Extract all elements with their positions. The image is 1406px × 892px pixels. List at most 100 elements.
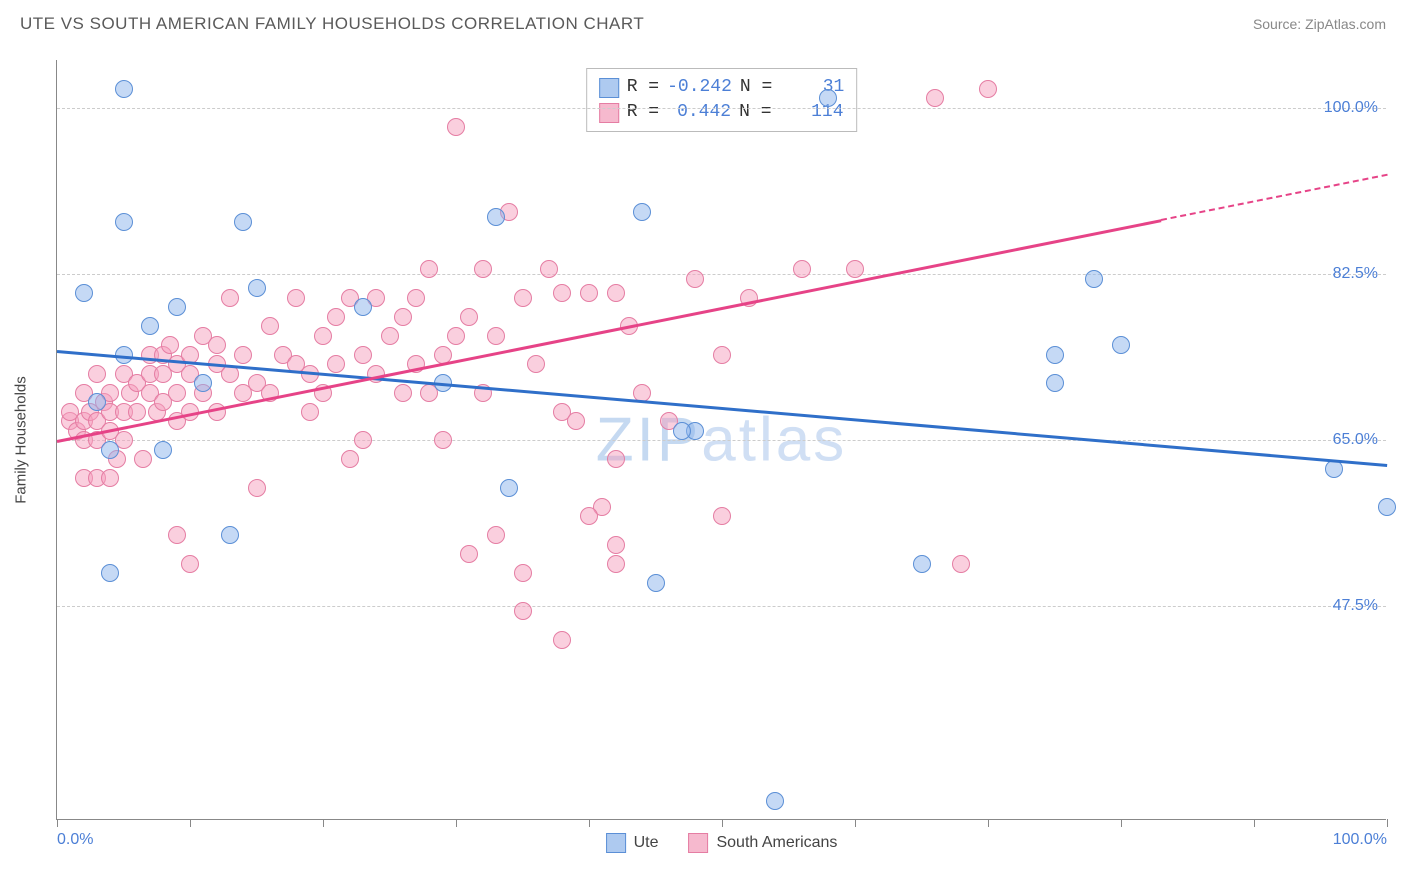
scatter-point <box>101 469 119 487</box>
series-legend-item: Ute <box>606 833 659 853</box>
scatter-point <box>766 792 784 810</box>
scatter-point <box>234 213 252 231</box>
scatter-point <box>354 346 372 364</box>
x-tick <box>1254 819 1255 827</box>
scatter-point <box>354 298 372 316</box>
scatter-point <box>713 346 731 364</box>
x-tick <box>722 819 723 827</box>
scatter-point <box>261 317 279 335</box>
x-tick-label: 100.0% <box>1333 831 1387 849</box>
scatter-point <box>580 284 598 302</box>
scatter-point <box>115 80 133 98</box>
scatter-point <box>168 384 186 402</box>
scatter-point <box>141 317 159 335</box>
y-axis-title: Family Households <box>13 376 30 504</box>
plot-area: ZIPatlas Family Households R =-0.242N =3… <box>56 60 1386 820</box>
y-tick-label: 82.5% <box>1333 265 1378 283</box>
trend-line <box>57 219 1161 443</box>
trend-line-dashed <box>1161 174 1387 221</box>
series-legend-label: South Americans <box>716 834 837 852</box>
scatter-point <box>115 213 133 231</box>
scatter-point <box>846 260 864 278</box>
gridline <box>57 440 1386 441</box>
scatter-point <box>234 346 252 364</box>
chart-header: UTE VS SOUTH AMERICAN FAMILY HOUSEHOLDS … <box>0 0 1406 44</box>
r-label: R = <box>627 75 659 100</box>
scatter-point <box>514 602 532 620</box>
scatter-point <box>88 365 106 383</box>
scatter-point <box>913 555 931 573</box>
scatter-point <box>793 260 811 278</box>
scatter-point <box>101 441 119 459</box>
n-label: N = <box>739 100 771 125</box>
scatter-point <box>248 479 266 497</box>
scatter-point <box>527 355 545 373</box>
scatter-point <box>181 555 199 573</box>
scatter-point <box>128 403 146 421</box>
scatter-point <box>540 260 558 278</box>
scatter-point <box>474 260 492 278</box>
scatter-point <box>327 355 345 373</box>
scatter-point <box>168 298 186 316</box>
x-tick <box>190 819 191 827</box>
chart-title: UTE VS SOUTH AMERICAN FAMILY HOUSEHOLDS … <box>20 14 644 34</box>
scatter-point <box>580 507 598 525</box>
correlation-legend: R =-0.242N =31R =0.442N =114 <box>586 68 858 132</box>
scatter-point <box>607 450 625 468</box>
scatter-point <box>394 308 412 326</box>
scatter-point <box>75 284 93 302</box>
x-tick <box>456 819 457 827</box>
scatter-point <box>1085 270 1103 288</box>
x-tick <box>323 819 324 827</box>
scatter-point <box>607 555 625 573</box>
gridline <box>57 274 1386 275</box>
scatter-point <box>134 450 152 468</box>
scatter-point <box>407 289 425 307</box>
legend-swatch <box>599 78 619 98</box>
series-legend-item: South Americans <box>688 833 837 853</box>
x-tick <box>57 819 58 827</box>
scatter-point <box>1046 374 1064 392</box>
scatter-point <box>354 431 372 449</box>
scatter-point <box>447 118 465 136</box>
y-tick-label: 65.0% <box>1333 431 1378 449</box>
scatter-point <box>1378 498 1396 516</box>
scatter-point <box>607 284 625 302</box>
scatter-point <box>168 526 186 544</box>
scatter-point <box>434 431 452 449</box>
scatter-point <box>460 545 478 563</box>
scatter-point <box>647 574 665 592</box>
scatter-point <box>327 308 345 326</box>
r-label: R = <box>627 100 659 125</box>
x-tick <box>1387 819 1388 827</box>
scatter-point <box>194 374 212 392</box>
series-legend: Ute South Americans <box>606 833 838 853</box>
legend-swatch <box>606 833 626 853</box>
r-value: 0.442 <box>667 100 731 125</box>
scatter-point <box>633 203 651 221</box>
scatter-point <box>221 289 239 307</box>
scatter-point <box>514 564 532 582</box>
scatter-point <box>154 441 172 459</box>
scatter-point <box>1112 336 1130 354</box>
n-label: N = <box>740 75 772 100</box>
legend-swatch <box>688 833 708 853</box>
correlation-legend-row: R =0.442N =114 <box>599 100 845 125</box>
scatter-point <box>101 564 119 582</box>
scatter-point <box>567 412 585 430</box>
scatter-point <box>487 327 505 345</box>
scatter-point <box>500 479 518 497</box>
scatter-point <box>686 270 704 288</box>
scatter-point <box>1046 346 1064 364</box>
scatter-point <box>287 289 305 307</box>
scatter-point <box>487 208 505 226</box>
x-tick <box>855 819 856 827</box>
scatter-point <box>926 89 944 107</box>
scatter-point <box>514 289 532 307</box>
scatter-point <box>819 89 837 107</box>
y-tick-label: 100.0% <box>1324 99 1378 117</box>
gridline <box>57 108 1386 109</box>
x-tick <box>589 819 590 827</box>
scatter-point <box>447 327 465 345</box>
legend-swatch <box>599 103 619 123</box>
